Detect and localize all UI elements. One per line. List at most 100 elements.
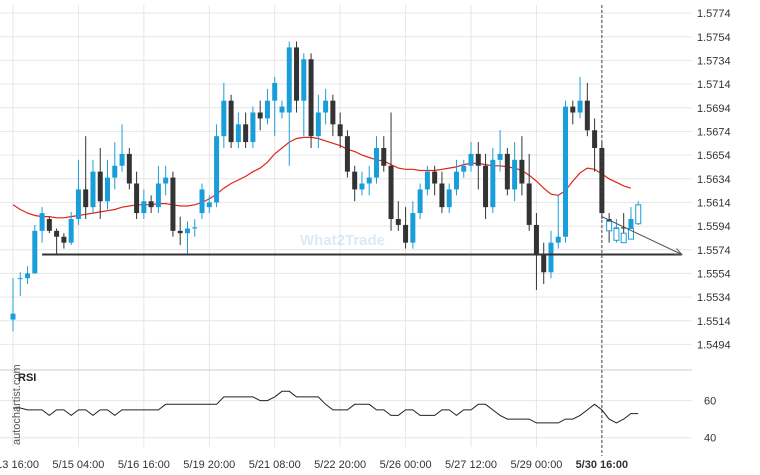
candle-body	[279, 106, 285, 113]
candle-body	[199, 189, 205, 214]
candle-body	[359, 183, 365, 190]
time-tick-label: 5/21 08:00	[249, 459, 301, 471]
candle-body	[533, 224, 539, 255]
price-tick-label: 1.5694	[697, 103, 731, 115]
watermark-text: What2Trade	[300, 232, 385, 249]
candle-body	[512, 159, 518, 190]
forecast-candle	[613, 227, 620, 241]
price-tick-label: 1.5534	[697, 292, 731, 304]
candle-body	[541, 254, 547, 273]
candle-body	[112, 165, 118, 178]
candle-body	[264, 100, 270, 119]
forecast-candle	[627, 227, 634, 240]
candle-body	[577, 100, 583, 113]
candle-body	[134, 183, 140, 214]
time-tick-label: 5/27 12:00	[445, 459, 497, 471]
candle-body	[417, 189, 423, 214]
time-tick-label: 5/13 16:00	[0, 459, 39, 471]
candle-body	[352, 171, 358, 190]
candle-body	[490, 159, 496, 208]
candle-body	[17, 278, 23, 280]
forecast-arrow-line	[601, 216, 683, 255]
candle-body	[286, 47, 292, 113]
candle-body	[366, 177, 372, 184]
candle-body	[243, 124, 249, 143]
candle-body	[584, 100, 590, 131]
autochartist-credit: autochartist.com	[11, 364, 23, 445]
candle-body	[519, 159, 525, 184]
time-axis: 5/13 16:00 5/15 04:00 5/16 16:00 5/19 20:00…	[0, 459, 628, 471]
price-tick-label: 1.5514	[697, 316, 731, 328]
candle-body	[374, 148, 379, 178]
price-tick-label: 1.5574	[697, 245, 731, 257]
candle-body	[214, 136, 220, 203]
candle-body	[235, 124, 241, 143]
candle-body	[126, 153, 132, 184]
price-tick-label: 1.5714	[697, 79, 731, 91]
candlestick-series	[10, 41, 641, 332]
candle-body	[155, 183, 161, 208]
candle-body	[330, 100, 336, 125]
candle-body	[221, 100, 227, 137]
price-axis: 1.5774 1.5754 1.5734 1.5714 1.5694 1.5674 1.56…	[697, 8, 731, 351]
candle-body	[403, 224, 409, 243]
candle-body	[395, 219, 401, 225]
candle-body	[184, 228, 190, 234]
candle-body	[54, 230, 60, 237]
forecast-candle	[635, 204, 642, 225]
rsi-tick-label: 60	[704, 396, 716, 408]
candle-body	[119, 153, 125, 166]
time-tick-label: 5/30 16:00	[576, 459, 629, 471]
candle-body	[570, 106, 576, 113]
price-tick-label: 1.5594	[697, 221, 731, 233]
candle-body	[381, 148, 387, 166]
moving-average-line	[12, 136, 632, 219]
candle-body	[148, 201, 154, 208]
time-tick-label: 5/15 04:00	[52, 459, 104, 471]
candle-body	[90, 171, 96, 208]
time-tick-label: 5/26 00:00	[380, 459, 432, 471]
candle-body	[163, 177, 169, 184]
candle-body	[228, 100, 234, 143]
candle-body	[468, 153, 474, 166]
candle-body	[526, 183, 532, 225]
candle-body	[323, 100, 329, 113]
rsi-label: RSI	[18, 372, 36, 384]
time-tick-label: 5/29 00:00	[510, 459, 562, 471]
candle-body	[25, 273, 31, 279]
candle-body	[439, 183, 445, 208]
grid-lines	[0, 5, 692, 447]
forecast-projection	[601, 204, 684, 256]
candle-body	[453, 171, 459, 190]
candle-body	[206, 202, 212, 208]
candle-body	[75, 189, 81, 219]
candle-body	[475, 153, 481, 166]
candle-body	[177, 230, 183, 234]
candle-body	[592, 130, 598, 148]
candle-body	[337, 124, 343, 137]
candle-body	[497, 153, 503, 160]
rsi-axis: 60 40	[704, 396, 716, 445]
candle-body	[257, 112, 263, 119]
candle-body	[504, 153, 510, 190]
candle-body	[170, 177, 176, 231]
rsi-line	[13, 390, 639, 424]
candle-body	[424, 171, 430, 190]
price-tick-label: 1.5734	[697, 55, 731, 67]
candle-body	[97, 171, 103, 202]
candle-body	[461, 165, 467, 172]
candle-body	[192, 227, 198, 229]
candle-body	[388, 165, 394, 219]
price-tick-label: 1.5554	[697, 268, 731, 280]
forecast-candle	[606, 220, 613, 232]
candle-body	[250, 112, 256, 143]
candle-body	[294, 47, 300, 101]
price-tick-label: 1.5614	[697, 197, 731, 209]
candle-body	[105, 177, 111, 202]
candle-body	[32, 230, 38, 274]
forecast-arrow-head	[673, 248, 684, 256]
rsi-panel	[13, 390, 639, 424]
time-tick-label: 5/16 16:00	[118, 459, 170, 471]
price-tick-label: 1.5754	[697, 32, 731, 44]
